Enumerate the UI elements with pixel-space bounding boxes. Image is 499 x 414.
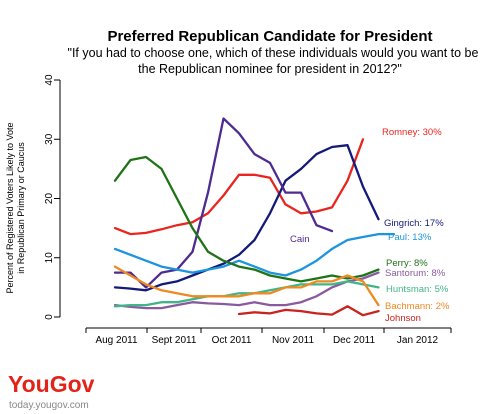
y-tick-label: 0	[44, 314, 55, 320]
series-line-paul	[113, 232, 396, 277]
x-tick-label: Sept 2011	[152, 335, 197, 346]
series-line-bachmann	[113, 265, 380, 307]
series-labels: Romney: 30% Gingrich: 17% Cain Paul: 13% Per…	[290, 127, 450, 324]
series-lines	[113, 117, 396, 317]
series-label-santorum: Santorum: 8%	[385, 268, 446, 279]
series-label-bachmann: Bachmann: 2%	[385, 301, 450, 312]
series-label-romney: Romney: 30%	[382, 127, 442, 138]
chart-title: Preferred Republican Candidate for Presi…	[107, 28, 432, 45]
series-label-gingrich: Gingrich: 17%	[384, 218, 444, 229]
series-line-gingrich	[113, 144, 380, 292]
series-line-romney	[113, 138, 365, 236]
y-axis-label-line-1: Percent of Registered Voters Likely to V…	[5, 122, 15, 293]
series-line-santorum	[113, 271, 380, 310]
series-line-perry	[113, 155, 380, 283]
series-label-huntsman: Huntsman: 5%	[386, 284, 449, 295]
y-tick-label: 20	[44, 193, 55, 205]
yougov-url: today.yougov.com	[9, 400, 89, 411]
y-axis-label-line-2: in Republican Primary or Caucus	[16, 142, 26, 274]
x-tick-label: Dec 2011	[333, 335, 376, 346]
yougov-logo: YouGov	[8, 371, 95, 397]
x-tick-label: Aug 2011	[95, 335, 138, 346]
series-label-johnson: Johnson	[385, 313, 421, 324]
series-label-paul: Paul: 13%	[388, 232, 432, 243]
axes: 0 10 20 30 40 Aug 2011 Sept 2011 Oct 2011 Nov 20…	[44, 74, 452, 346]
series-label-perry: Perry: 8%	[386, 258, 428, 269]
chart-subtitle-line-2: the Republican nominee for president in …	[138, 62, 402, 76]
x-tick-label: Oct 2011	[212, 335, 252, 346]
series-line-cain	[113, 117, 334, 289]
series-label-cain: Cain	[290, 234, 310, 245]
chart-subtitle-line-1: "If you had to choose one, which of thes…	[68, 46, 479, 60]
x-tick-label: Jan 2012	[397, 335, 439, 346]
y-tick-label: 30	[44, 133, 55, 145]
y-tick-label: 40	[44, 74, 55, 86]
series-line-huntsman	[113, 280, 380, 308]
y-tick-label: 10	[44, 252, 55, 264]
x-tick-label: Nov 2011	[272, 335, 315, 346]
series-line-johnson	[237, 305, 380, 317]
